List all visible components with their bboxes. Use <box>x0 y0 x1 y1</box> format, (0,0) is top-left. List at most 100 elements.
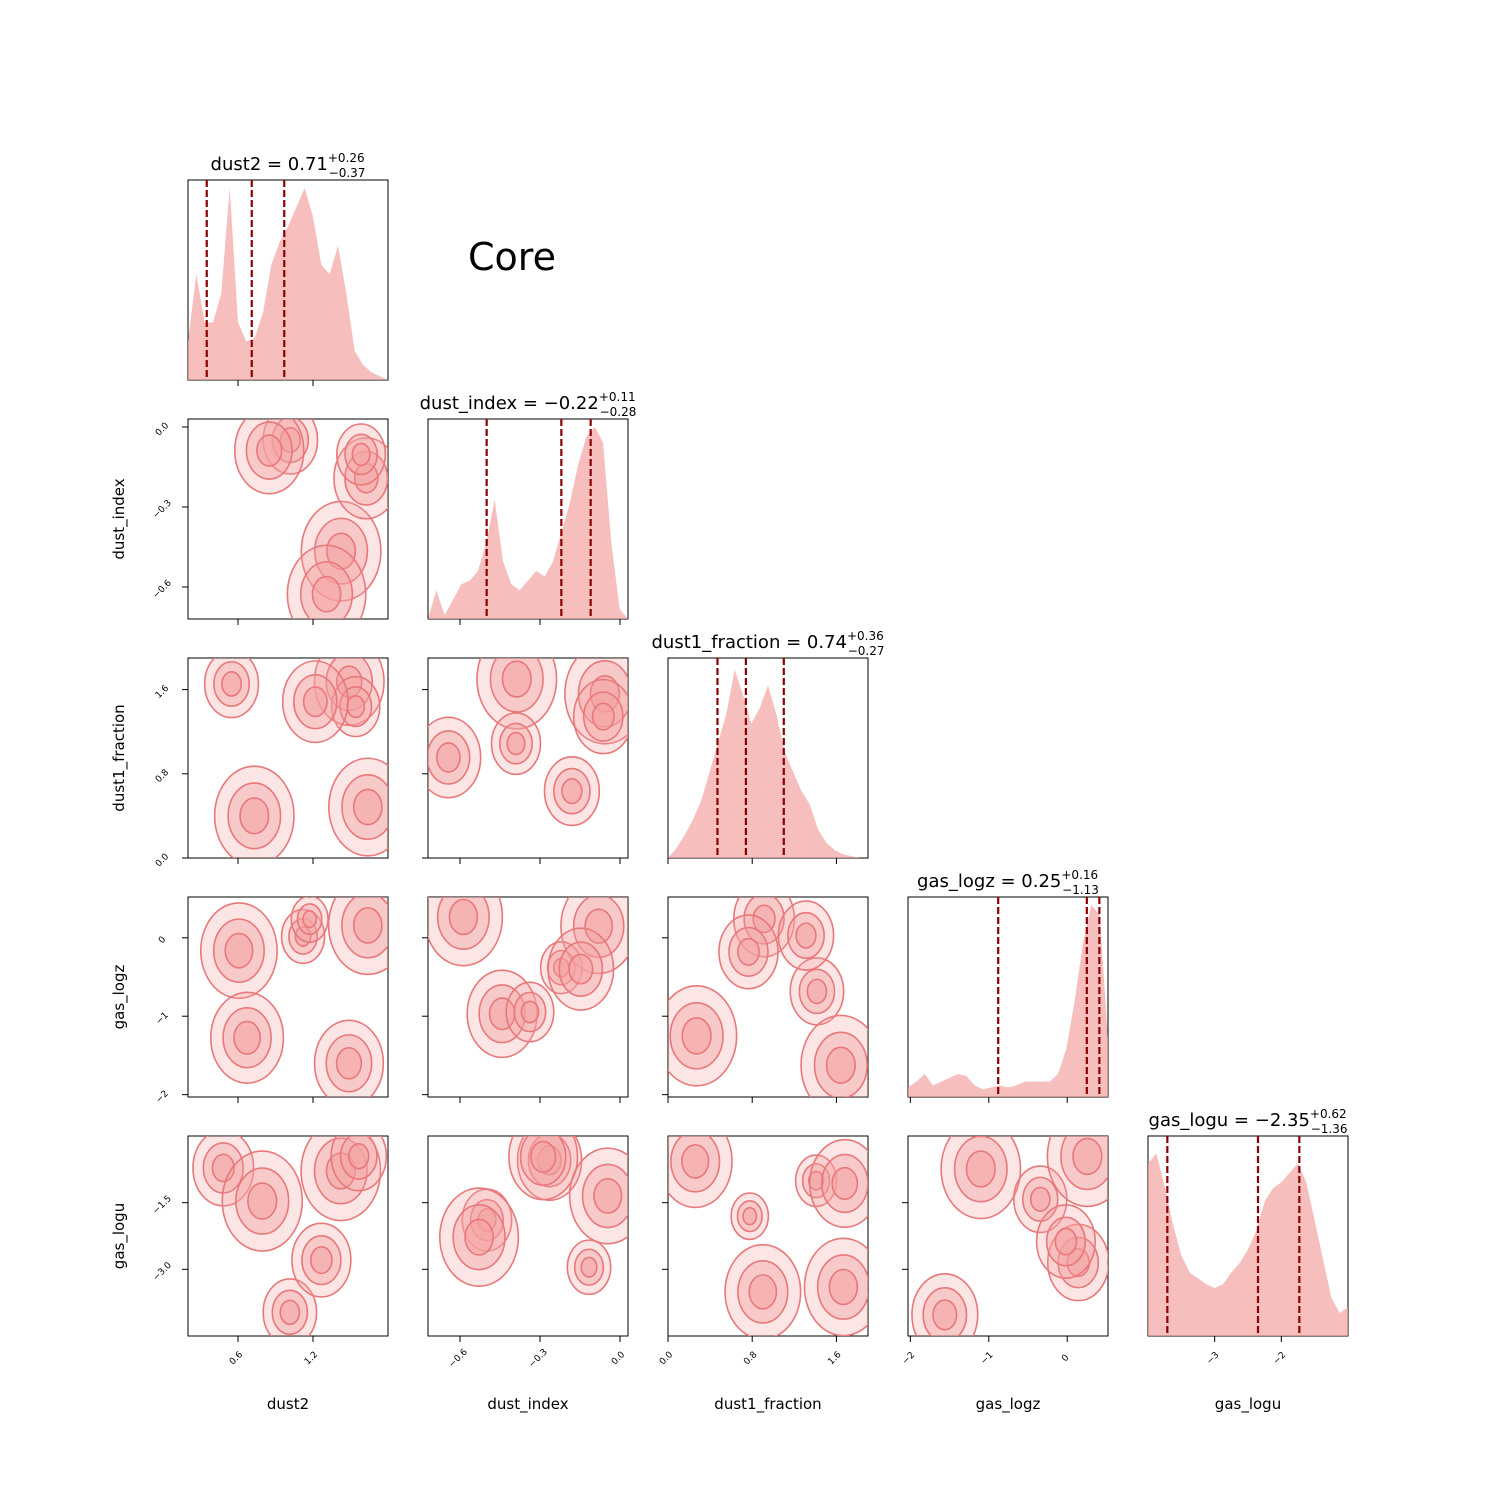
xtick-label-dust1_fraction-0: 0.0 <box>658 1350 675 1367</box>
xaxis-label-gas_logz: gas_logz <box>976 1395 1041 1414</box>
marginal-dust1_fraction <box>668 669 868 858</box>
xtick-label-gas_logz-2: 0 <box>1060 1353 1071 1364</box>
contour-gas_logz-gas_logu-5-2 <box>1054 1227 1078 1256</box>
contour-dust2-dust1_fraction-1-2 <box>352 788 383 826</box>
contour-dust_index-gas_logu-4-2 <box>580 1256 598 1278</box>
contour-dust_index-gas_logz-5-2 <box>568 953 594 985</box>
panel-dust1_fraction-gas_logz <box>667 896 869 1098</box>
contour-dust_index-dust1_fraction-3-2 <box>501 660 532 698</box>
contour-dust1_fraction-gas_logu-5-2 <box>828 1268 859 1306</box>
contour-dust2-gas_logz-3-2 <box>224 932 254 969</box>
contour-dust_index-gas_logu-2-2 <box>464 1218 494 1256</box>
contour-dust_index-dust1_fraction-4-2 <box>436 742 461 773</box>
xtick-label-dust_index-0: −0.6 <box>447 1347 470 1370</box>
contour-dust2-dust1_fraction-0-2 <box>335 665 363 699</box>
contour-dust1_fraction-gas_logu-1-2 <box>681 1144 710 1179</box>
marginal-gas_logz <box>908 905 1108 1097</box>
xaxis-label-gas_logu: gas_logu <box>1215 1395 1281 1414</box>
ytick-label-dust_index-1: −0.3 <box>151 498 174 521</box>
ytick-label-gas_logu-0: −3.0 <box>151 1260 174 1283</box>
panel-dust_index-gas_logz <box>427 896 629 1098</box>
contour-dust2-gas_logz-4-2 <box>233 1020 262 1055</box>
contour-dust1_fraction-gas_logz-4-2 <box>795 922 817 949</box>
contour-dust2-dust_index-4-2 <box>311 575 342 613</box>
contour-gas_logz-gas_logu-1-2 <box>965 1150 996 1188</box>
title-dust_index: dust_index = −0.22+0.11 −0.28 <box>420 390 637 419</box>
xtick-label-dust1_fraction-1: 0.8 <box>742 1350 759 1367</box>
contour-dust1_fraction-gas_logu-4-2 <box>831 1166 859 1201</box>
contour-gas_logz-gas_logu-4-2 <box>1072 1137 1103 1176</box>
xtick-label-dust2-0: 0.6 <box>228 1350 245 1367</box>
contour-dust2-dust_index-5-2 <box>256 434 283 467</box>
title-gas_logu: gas_logu = −2.35+0.62 −1.36 <box>1149 1107 1348 1136</box>
contour-dust_index-gas_logu-3-2 <box>530 1140 557 1174</box>
contour-gas_logz-gas_logu-2-2 <box>1029 1186 1051 1212</box>
title-gas_logz: gas_logz = 0.25+0.16 −1.13 <box>917 868 1099 897</box>
yaxis-label-dust_index: dust_index <box>110 478 129 559</box>
contour-dust_index-dust1_fraction-2-2 <box>561 778 583 805</box>
ytick-label-dust_index-0: −0.6 <box>151 578 174 601</box>
contour-dust_index-gas_logz-4-2 <box>520 1000 540 1024</box>
ytick-label-gas_logz-2: 0 <box>157 935 168 946</box>
ytick-label-dust1_fraction-1: 0.8 <box>154 768 171 785</box>
contour-dust2-gas_logz-0-2 <box>352 907 383 944</box>
contour-dust2-gas_logu-1-2 <box>279 1299 301 1326</box>
panel-dust2-dust_index <box>187 418 389 620</box>
yaxis-label-gas_logz: gas_logz <box>110 964 129 1029</box>
marginal-dust_index <box>428 427 628 619</box>
panel-gas_logz-gas_logu <box>907 1135 1109 1337</box>
xtick-label-dust2-1: 1.2 <box>303 1350 320 1367</box>
xaxis-label-dust1_fraction: dust1_fraction <box>714 1395 821 1414</box>
contour-dust2-gas_logz-5-2 <box>302 910 318 929</box>
xaxis-label-dust2: dust2 <box>267 1395 309 1413</box>
contour-dust_index-dust1_fraction-1-2 <box>591 702 615 731</box>
contour-dust_index-gas_logu-5-2 <box>593 1177 623 1214</box>
ytick-label-dust1_fraction-0: 0.0 <box>154 852 171 869</box>
contour-dust_index-gas_logz-3-2 <box>448 898 479 936</box>
xaxis-label-dust_index: dust_index <box>487 1395 568 1414</box>
contour-dust_index-dust1_fraction-5-2 <box>506 731 526 756</box>
xtick-label-gas_logu-0: −3 <box>1205 1350 1221 1366</box>
marginal-dust2 <box>188 188 388 380</box>
panel-dust2-gas_logu <box>187 1135 389 1337</box>
contour-dust1_fraction-gas_logu-3-2 <box>807 1170 825 1191</box>
contour-dust_index-gas_logz-0-2 <box>584 908 614 944</box>
contour-dust2-gas_logu-5-2 <box>348 1143 370 1170</box>
contour-dust1_fraction-gas_logz-2-2 <box>681 1017 712 1055</box>
contour-dust2-dust1_fraction-3-2 <box>302 686 328 718</box>
contour-dust2-gas_logz-1-2 <box>335 1046 363 1080</box>
contour-dust1_fraction-gas_logu-2-2 <box>748 1274 778 1310</box>
contour-dust2-dust1_fraction-4-2 <box>239 797 270 835</box>
xtick-label-dust_index-1: −0.3 <box>527 1347 550 1370</box>
xtick-label-dust1_fraction-2: 1.6 <box>826 1350 843 1367</box>
panel-dust1_fraction-gas_logu <box>667 1135 869 1337</box>
contour-dust1_fraction-gas_logu-0-2 <box>742 1207 758 1226</box>
corner-label: Core <box>468 235 556 279</box>
yaxis-label-dust1_fraction: dust1_fraction <box>110 704 129 811</box>
contour-dust2-dust1_fraction-2-2 <box>346 694 366 719</box>
contour-dust2-dust1_fraction-5-2 <box>221 671 243 697</box>
panel-dust2-dust1_fraction <box>187 657 389 859</box>
contour-dust2-dust_index-3-2 <box>351 442 371 467</box>
xtick-label-dust_index-2: 0.0 <box>610 1350 627 1367</box>
ytick-label-gas_logu-1: −1.5 <box>151 1194 174 1217</box>
xtick-label-gas_logz-0: −2 <box>901 1350 917 1366</box>
ytick-label-gas_logz-1: −1 <box>154 1011 170 1027</box>
panel-dust2-gas_logz <box>187 896 389 1098</box>
contour-gas_logz-gas_logu-0-2 <box>932 1299 958 1331</box>
contour-dust2-gas_logu-3-2 <box>247 1182 278 1220</box>
marginal-gas_logu <box>1148 1153 1348 1336</box>
ytick-label-gas_logz-0: −2 <box>154 1089 170 1105</box>
xtick-label-gas_logu-1: −2 <box>1272 1350 1288 1366</box>
ytick-label-dust_index-2: 0.0 <box>154 421 171 438</box>
contour-dust1_fraction-gas_logz-0-2 <box>806 978 828 1005</box>
title-dust1_fraction: dust1_fraction = 0.74+0.36 −0.27 <box>651 629 884 658</box>
xtick-label-gas_logz-1: −1 <box>979 1350 995 1366</box>
contour-dust2-dust_index-1-2 <box>325 532 357 570</box>
yaxis-label-gas_logu: gas_logu <box>110 1203 129 1269</box>
title-dust2: dust2 = 0.71+0.26 −0.37 <box>211 151 366 180</box>
ytick-label-dust1_fraction-2: 1.6 <box>154 683 171 700</box>
contour-dust1_fraction-gas_logz-3-2 <box>737 937 760 966</box>
contour-dust2-gas_logu-4-2 <box>309 1246 333 1275</box>
